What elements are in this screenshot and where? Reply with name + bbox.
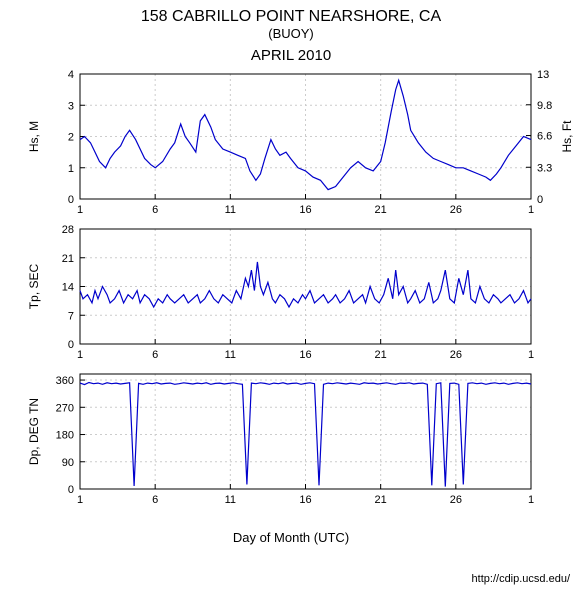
svg-text:360: 360 (56, 375, 74, 387)
svg-text:1: 1 (77, 204, 83, 216)
svg-text:21: 21 (375, 204, 387, 216)
svg-text:26: 26 (450, 204, 462, 216)
svg-text:6.6: 6.6 (537, 131, 552, 143)
svg-text:1: 1 (528, 349, 534, 361)
chart-svg: 0123403.36.69.813Hs, FtHs, M161116212610… (0, 64, 582, 524)
station-title: 158 CABRILLO POINT NEARSHORE, CA (0, 8, 582, 26)
chart-container: 158 CABRILLO POINT NEARSHORE, CA (BUOY) … (0, 8, 582, 589)
svg-text:21: 21 (375, 349, 387, 361)
svg-text:270: 270 (56, 402, 74, 414)
svg-text:0: 0 (68, 484, 74, 496)
svg-text:6: 6 (152, 204, 158, 216)
svg-text:Dp, DEG TN: Dp, DEG TN (27, 398, 41, 465)
footer-url: http://cdip.ucsd.edu/ (472, 573, 570, 585)
svg-text:11: 11 (225, 349, 236, 361)
svg-text:180: 180 (56, 430, 74, 442)
svg-text:90: 90 (62, 457, 74, 469)
svg-text:16: 16 (299, 204, 311, 216)
svg-text:16: 16 (299, 349, 311, 361)
svg-text:Hs, M: Hs, M (27, 121, 41, 152)
svg-text:21: 21 (62, 253, 74, 265)
svg-text:13: 13 (537, 69, 549, 81)
svg-text:0: 0 (68, 339, 74, 351)
svg-text:3: 3 (68, 100, 74, 112)
svg-text:6: 6 (152, 494, 158, 506)
svg-text:26: 26 (450, 349, 462, 361)
svg-text:1: 1 (528, 204, 534, 216)
svg-text:7: 7 (68, 310, 74, 322)
svg-text:11: 11 (225, 494, 236, 506)
svg-text:2: 2 (68, 132, 74, 144)
chart-period-title: APRIL 2010 (0, 47, 582, 64)
svg-text:28: 28 (62, 224, 74, 236)
svg-text:Tp, SEC: Tp, SEC (27, 264, 41, 310)
svg-text:9.8: 9.8 (537, 100, 552, 112)
svg-text:0: 0 (68, 194, 74, 206)
svg-text:1: 1 (77, 494, 83, 506)
svg-text:0: 0 (537, 194, 543, 206)
svg-text:3.3: 3.3 (537, 162, 552, 174)
svg-text:1: 1 (528, 494, 534, 506)
svg-text:21: 21 (375, 494, 387, 506)
svg-text:4: 4 (68, 69, 74, 81)
svg-text:11: 11 (225, 204, 236, 216)
chart-panels: 0123403.36.69.813Hs, FtHs, M161116212610… (0, 64, 582, 524)
svg-text:6: 6 (152, 349, 158, 361)
x-axis-label: Day of Month (UTC) (0, 530, 582, 545)
svg-text:Hs, Ft: Hs, Ft (560, 120, 574, 153)
svg-text:1: 1 (68, 163, 74, 175)
svg-text:14: 14 (62, 282, 74, 294)
svg-text:26: 26 (450, 494, 462, 506)
svg-text:1: 1 (77, 349, 83, 361)
svg-text:16: 16 (299, 494, 311, 506)
station-subtitle: (BUOY) (0, 26, 582, 41)
